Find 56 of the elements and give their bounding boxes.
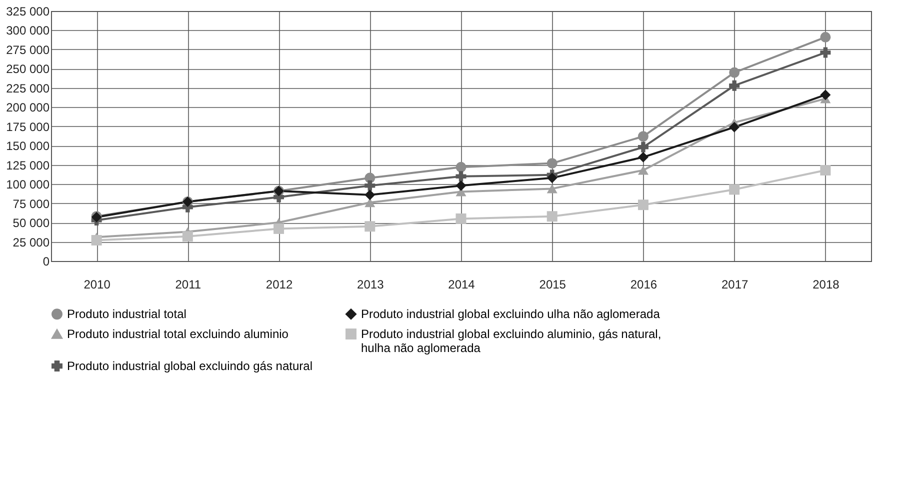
point (546, 172, 558, 184)
legend-label: Produto industrial total (67, 307, 186, 322)
point (364, 180, 376, 191)
point (729, 67, 740, 78)
y-tick-label: 100 000 (6, 178, 50, 192)
point (456, 162, 466, 172)
y-tick-label: 150 000 (6, 139, 50, 154)
legend-label: Produto industrial total excluindo aluminio (67, 327, 289, 341)
point (456, 171, 466, 182)
y-tick-label: 200 000 (6, 100, 50, 115)
x-tick-label: 2017 (721, 278, 749, 292)
y-tick-label: 0 (42, 254, 50, 268)
x-tick-label: 2016 (630, 278, 658, 292)
x-tick-label: 2015 (539, 278, 566, 292)
point (638, 166, 648, 175)
legend-label: Produto industrial global excluindo gás natural (67, 359, 312, 373)
point (638, 131, 648, 142)
point (546, 158, 558, 169)
y-tick-label: 175 000 (6, 120, 50, 134)
point (364, 198, 376, 208)
x-tick-label: 2011 (175, 278, 202, 292)
point (820, 90, 831, 100)
x-tick-label: 2013 (357, 278, 384, 292)
y-tick-label: 275 000 (6, 42, 50, 57)
point (820, 32, 831, 42)
point (638, 142, 648, 152)
point (456, 180, 466, 191)
x-tick-label: 2010 (84, 278, 111, 292)
legend-label: Produto industrial global excluindo ulha não aglomerada (361, 307, 660, 322)
y-tick-label: 250 000 (6, 62, 50, 76)
point (456, 213, 466, 224)
point (638, 200, 648, 210)
x-tick-label: 2012 (266, 278, 293, 292)
point (546, 184, 558, 194)
point (364, 190, 376, 200)
point (820, 47, 831, 58)
x-tick-label: 2014 (448, 278, 476, 292)
y-tick-label: 325 000 (6, 4, 50, 18)
point (274, 223, 284, 234)
y-tick-label: 25 000 (12, 235, 50, 250)
point (364, 221, 376, 232)
legend-label: Produto industrial global excluindo aluminio, gás natural, hulha não aglomerada (361, 327, 662, 355)
point (820, 164, 831, 176)
point (729, 122, 740, 132)
point (729, 80, 740, 91)
point (182, 231, 193, 242)
point (729, 184, 740, 195)
y-tick-label: 75 000 (12, 196, 50, 211)
point (546, 211, 558, 222)
point (638, 152, 648, 162)
y-tick-label: 50 000 (12, 216, 50, 230)
y-tick-label: 125 000 (6, 158, 50, 172)
point (91, 234, 102, 246)
x-tick-label: 2018 (812, 278, 840, 292)
y-tick-label: 225 000 (6, 81, 50, 96)
y-tick-label: 300 000 (6, 24, 50, 38)
